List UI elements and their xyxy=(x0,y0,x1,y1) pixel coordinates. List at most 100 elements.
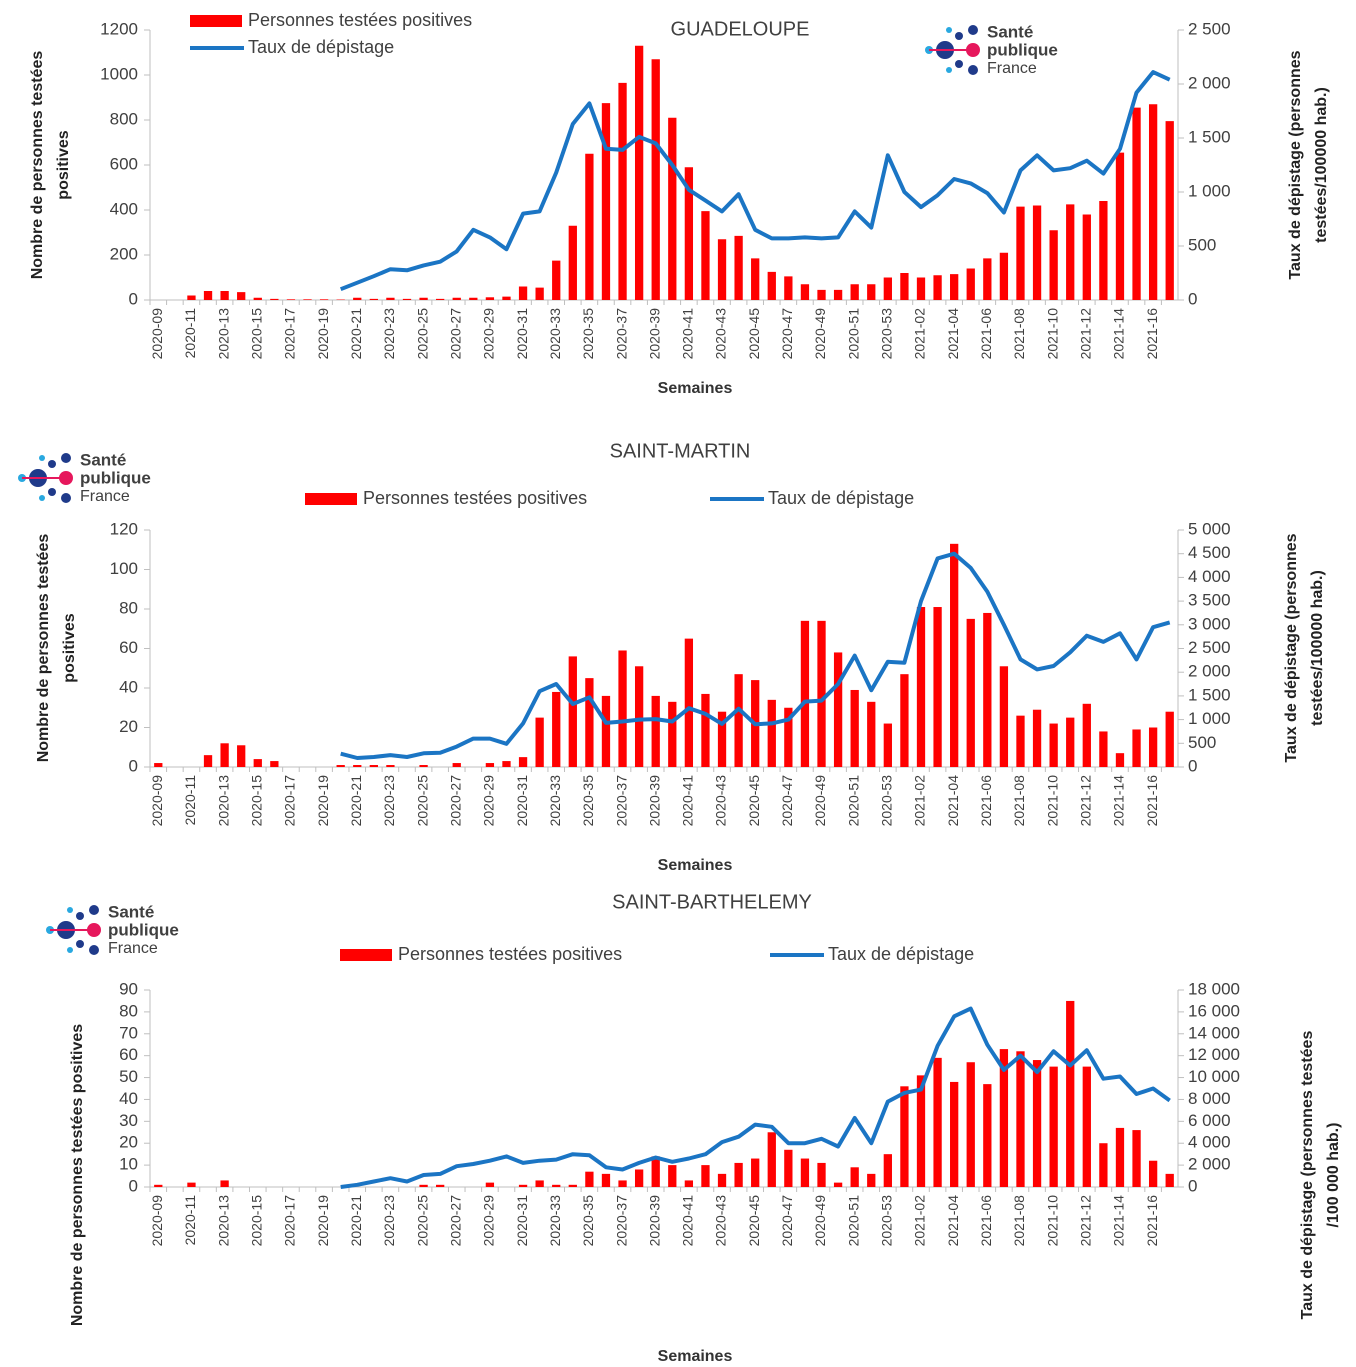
bar xyxy=(419,297,428,300)
bar xyxy=(916,277,926,300)
logo-dot xyxy=(39,455,45,461)
y-tick-label: 10 xyxy=(119,1155,138,1174)
bar xyxy=(999,666,1009,767)
bar xyxy=(601,1173,611,1187)
bar xyxy=(966,618,975,767)
legend-label: Personnes testées positives xyxy=(398,944,622,964)
bar xyxy=(535,717,544,767)
bar xyxy=(518,757,528,767)
y2-tick-label: 12 000 xyxy=(1188,1045,1240,1064)
bar xyxy=(1148,104,1158,300)
x-tick-label: 2020-15 xyxy=(248,775,264,827)
bar xyxy=(1066,717,1075,767)
x-tick-label: 2021-06 xyxy=(978,1195,994,1247)
bar xyxy=(751,1158,760,1187)
bar xyxy=(386,765,395,767)
y-tick-label: 30 xyxy=(119,1111,138,1130)
y-axis-title: positives xyxy=(55,130,72,199)
bar xyxy=(668,1165,677,1187)
bar xyxy=(767,1132,776,1187)
bar xyxy=(552,691,561,767)
bar xyxy=(535,1180,544,1187)
bar xyxy=(800,284,810,300)
bar xyxy=(568,1184,577,1187)
bar xyxy=(552,260,561,300)
bar xyxy=(850,1167,859,1187)
x-tick-label: 2020-37 xyxy=(613,775,629,827)
bar xyxy=(833,1182,843,1187)
x-tick-label: 2021-12 xyxy=(1078,308,1094,360)
bar xyxy=(187,1182,196,1187)
logo-text: Santé xyxy=(987,22,1033,41)
y2-tick-label: 3 000 xyxy=(1188,614,1231,633)
bar xyxy=(535,287,544,300)
logo-dot xyxy=(89,945,99,955)
y-tick-label: 0 xyxy=(129,1176,138,1195)
y-tick-label: 0 xyxy=(129,289,138,308)
bar xyxy=(651,59,660,300)
x-tick-label: 2020-31 xyxy=(514,775,530,827)
bar xyxy=(651,695,660,767)
bar xyxy=(634,1169,644,1187)
x-tick-label: 2021-04 xyxy=(945,308,961,360)
bar xyxy=(419,765,428,767)
logo-text: publique xyxy=(80,468,151,487)
y-axis-title: positives xyxy=(61,613,78,682)
x-tick-label: 2020-39 xyxy=(646,308,662,360)
x-tick-label: 2020-29 xyxy=(481,1195,497,1247)
bar xyxy=(319,299,329,300)
logo-dot xyxy=(39,495,45,501)
logo-dot xyxy=(946,27,952,33)
bar xyxy=(833,289,843,300)
y2-tick-label: 0 xyxy=(1188,289,1197,308)
bar xyxy=(336,765,345,767)
x-tick-label: 2020-53 xyxy=(879,308,895,360)
y2-tick-label: 2 000 xyxy=(1188,73,1231,92)
x-tick-label: 2021-16 xyxy=(1144,1195,1160,1247)
x-tick-label: 2020-39 xyxy=(646,775,662,827)
bar xyxy=(436,298,445,300)
bar xyxy=(187,295,196,300)
y2-tick-label: 1 000 xyxy=(1188,709,1231,728)
bar xyxy=(253,759,262,767)
bar xyxy=(883,1154,892,1187)
x-tick-label: 2021-14 xyxy=(1111,308,1127,360)
bar xyxy=(303,299,312,300)
bar xyxy=(668,701,677,767)
bar xyxy=(154,1184,163,1187)
bar xyxy=(1115,152,1125,300)
bar xyxy=(1082,214,1091,300)
bar xyxy=(850,689,859,767)
bar xyxy=(518,1184,528,1187)
x-tick-label: 2020-21 xyxy=(348,775,364,827)
x-tick-label: 2021-02 xyxy=(912,308,928,360)
chart-title: GUADELOUPE xyxy=(671,18,810,40)
bar xyxy=(402,298,412,300)
bar xyxy=(767,271,776,300)
bar xyxy=(734,674,743,767)
bar xyxy=(684,1180,694,1187)
x-tick-label: 2020-35 xyxy=(580,308,596,360)
x-tick-label: 2020-41 xyxy=(680,1195,696,1247)
y-tick-label: 40 xyxy=(119,677,138,696)
bar xyxy=(353,297,362,300)
x-tick-label: 2020-23 xyxy=(381,775,397,827)
x-tick-label: 2020-17 xyxy=(282,775,298,827)
bar xyxy=(817,289,826,300)
x-tick-label: 2021-02 xyxy=(912,775,928,827)
logo-dot xyxy=(955,32,963,40)
bar xyxy=(220,1180,229,1187)
bar xyxy=(717,711,727,767)
bar xyxy=(386,297,395,300)
x-tick-label: 2020-45 xyxy=(746,775,762,827)
bar xyxy=(485,763,495,767)
bar xyxy=(634,666,644,767)
bar xyxy=(784,276,793,300)
x-tick-label: 2021-08 xyxy=(1011,775,1027,827)
y-tick-label: 40 xyxy=(119,1089,138,1108)
y2-axis-title: testées/100000 hab.) xyxy=(1313,87,1330,243)
bar xyxy=(270,761,279,767)
bar xyxy=(353,765,362,767)
